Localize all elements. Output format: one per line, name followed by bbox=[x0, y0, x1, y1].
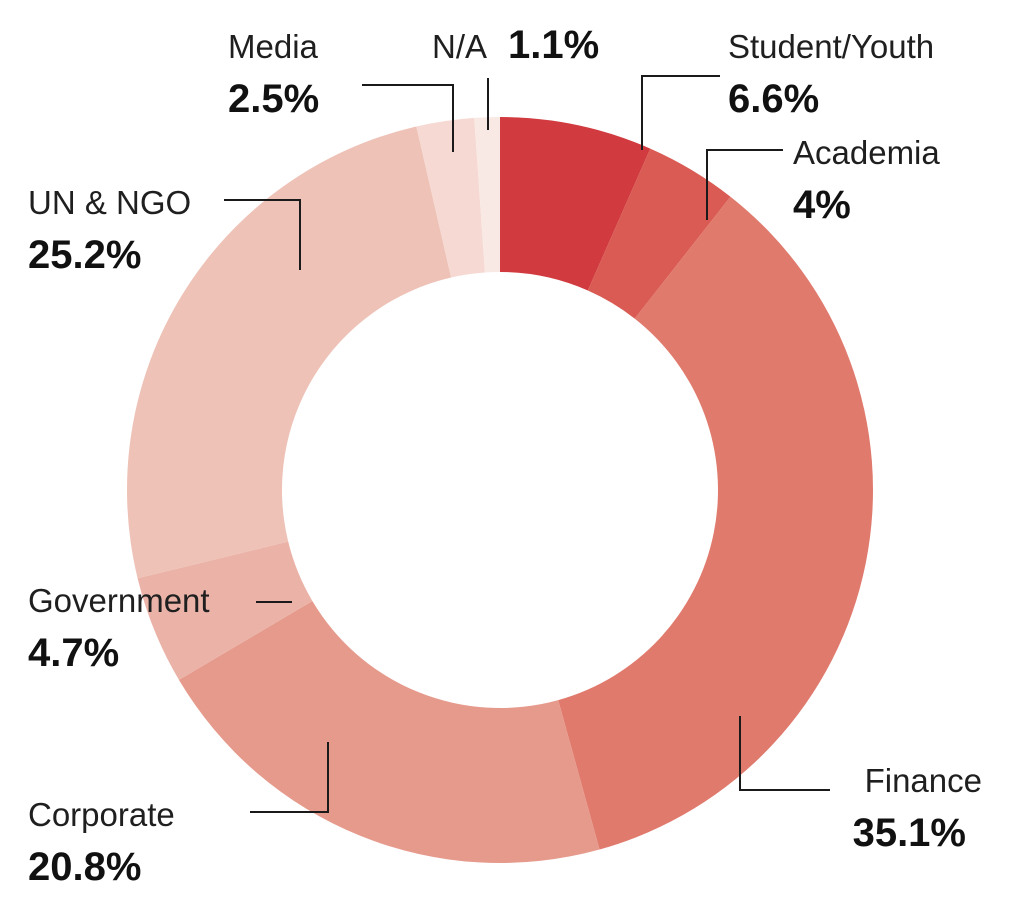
label-value-finance: 35.1% bbox=[853, 811, 966, 855]
label-name-academia: Academia bbox=[793, 134, 940, 171]
slice-finance bbox=[558, 196, 873, 850]
label-name-media: Media bbox=[228, 28, 319, 65]
label-value-academia: 4% bbox=[793, 183, 851, 227]
label-value-government: 4.7% bbox=[28, 631, 119, 675]
label-name-un-ngo: UN & NGO bbox=[28, 184, 191, 221]
donut-slices bbox=[126, 117, 873, 863]
label-name-student-youth: Student/Youth bbox=[728, 28, 934, 65]
label-value-corporate: 20.8% bbox=[28, 845, 141, 889]
slice-government bbox=[137, 541, 313, 680]
leader-line-student-youth bbox=[641, 75, 720, 150]
leader-line-media bbox=[362, 84, 454, 152]
slice-student-youth bbox=[500, 117, 651, 291]
slice-media bbox=[416, 117, 485, 278]
label-value-n-a: 1.1% bbox=[508, 23, 599, 67]
label-value-un-ngo: 25.2% bbox=[28, 233, 141, 277]
label-value-media: 2.5% bbox=[228, 77, 319, 121]
label-value-student-youth: 6.6% bbox=[728, 77, 819, 121]
slice-academia bbox=[587, 148, 731, 319]
slice-corporate bbox=[178, 600, 600, 863]
leader-lines bbox=[224, 75, 830, 813]
label-name-corporate: Corporate bbox=[28, 796, 175, 833]
slice-n-a bbox=[474, 117, 500, 273]
label-name-government: Government bbox=[28, 582, 210, 619]
leader-line-un-ngo bbox=[224, 199, 301, 270]
slice-un-ngo bbox=[126, 126, 452, 579]
leader-line-academia bbox=[706, 149, 783, 220]
slice-labels: Student/Youth 6.6% Academia 4% Finance 35.1% C… bbox=[28, 23, 982, 889]
label-name-finance: Finance bbox=[865, 762, 982, 799]
leader-line-finance bbox=[739, 716, 830, 791]
label-name-n-a: N/A bbox=[432, 28, 487, 65]
leader-line-corporate bbox=[250, 742, 329, 813]
